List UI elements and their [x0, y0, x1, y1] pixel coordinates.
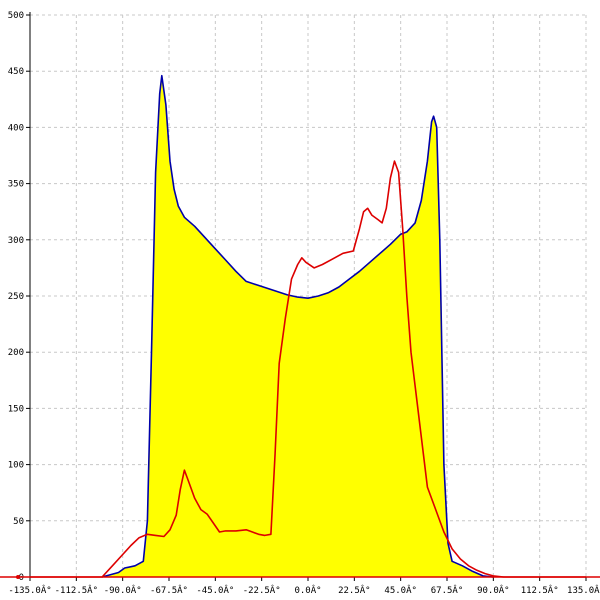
y-tick-label: 250 [8, 292, 24, 302]
x-tick-label: -112.5Â° [55, 584, 98, 596]
series-0-line [101, 74, 494, 578]
y-tick-label: 50 [13, 517, 24, 527]
y-tick-label: 0 [19, 573, 24, 583]
y-tick-label: 200 [8, 348, 24, 358]
y-tick-label: 100 [8, 461, 24, 471]
y-tick-label: 450 [8, 67, 24, 77]
x-tick-label: 67.5Â° [431, 584, 464, 596]
axes: 0 50 100 150 200 250 300 350 400 450 500 -135.0Â° -1… [0, 11, 600, 596]
series-lines [30, 74, 586, 578]
series-1-line [30, 160, 586, 578]
x-tick-label: -135.0Â° [8, 584, 51, 596]
y-tick-label: 400 [8, 123, 24, 133]
y-tick-label: 350 [8, 180, 24, 190]
x-tick-label: 45.0Â° [384, 584, 417, 596]
x-tick-label: -67.5Â° [150, 584, 188, 596]
x-tick-label: 22.5Â° [338, 584, 371, 596]
series-0-area [102, 75, 494, 577]
x-tick-label: 0.0Â° [294, 584, 321, 596]
x-tick-label: 135.0Â° [567, 584, 600, 596]
x-tick-label: -45.0Â° [196, 584, 234, 596]
y-tick-label: 150 [8, 404, 24, 414]
x-tick-label: 90.0Â° [477, 584, 510, 596]
y-tick-label: 300 [8, 236, 24, 246]
baseline-marker [16, 575, 20, 579]
x-tick-label: -90.0Â° [104, 584, 142, 596]
x-tick-label: 112.5Â° [521, 584, 559, 596]
x-tick-label: -22.5Â° [243, 584, 281, 596]
y-tick-label: 500 [8, 11, 24, 21]
area-fills [102, 75, 494, 577]
